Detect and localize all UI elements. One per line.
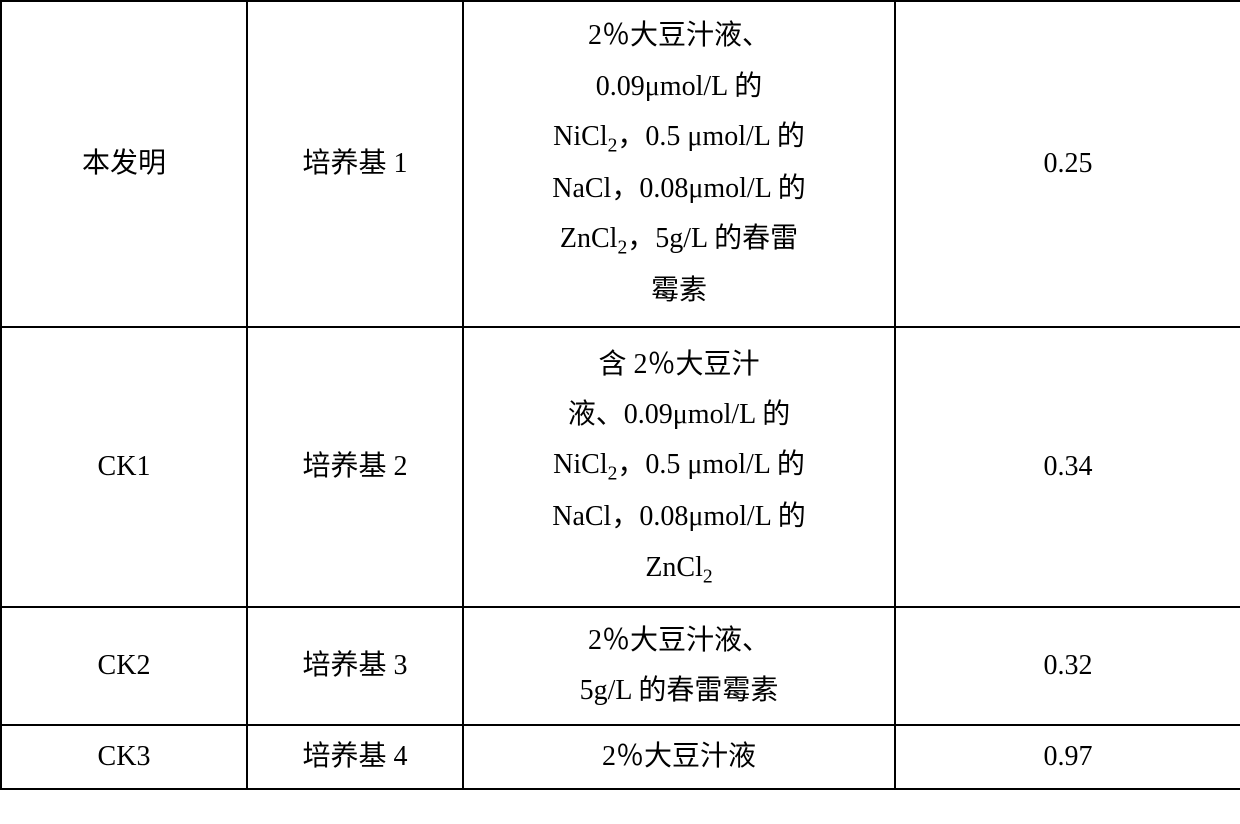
row-composition: 2％大豆汁液、0.09μmol/L 的NiCl2，0.5 μmol/L 的NaC…	[463, 1, 895, 327]
row-value: 0.34	[895, 327, 1240, 607]
row-label: CK2	[1, 607, 247, 725]
row-label: CK1	[1, 327, 247, 607]
row-composition: 含 2％大豆汁液、0.09μmol/L 的NiCl2，0.5 μmol/L 的N…	[463, 327, 895, 607]
table-row: CK2 培养基 3 2％大豆汁液、5g/L 的春雷霉素 0.32	[1, 607, 1240, 725]
table-row: CK3 培养基 4 2％大豆汁液 0.97	[1, 725, 1240, 789]
row-value: 0.25	[895, 1, 1240, 327]
row-medium: 培养基 2	[247, 327, 463, 607]
row-value: 0.32	[895, 607, 1240, 725]
row-label: CK3	[1, 725, 247, 789]
table-row: CK1 培养基 2 含 2％大豆汁液、0.09μmol/L 的NiCl2，0.5…	[1, 327, 1240, 607]
row-value: 0.97	[895, 725, 1240, 789]
row-medium: 培养基 3	[247, 607, 463, 725]
row-composition: 2％大豆汁液、5g/L 的春雷霉素	[463, 607, 895, 725]
row-medium: 培养基 1	[247, 1, 463, 327]
row-composition: 2％大豆汁液	[463, 725, 895, 789]
row-medium: 培养基 4	[247, 725, 463, 789]
data-table: 本发明 培养基 1 2％大豆汁液、0.09μmol/L 的NiCl2，0.5 μ…	[0, 0, 1240, 790]
table-row: 本发明 培养基 1 2％大豆汁液、0.09μmol/L 的NiCl2，0.5 μ…	[1, 1, 1240, 327]
row-label: 本发明	[1, 1, 247, 327]
